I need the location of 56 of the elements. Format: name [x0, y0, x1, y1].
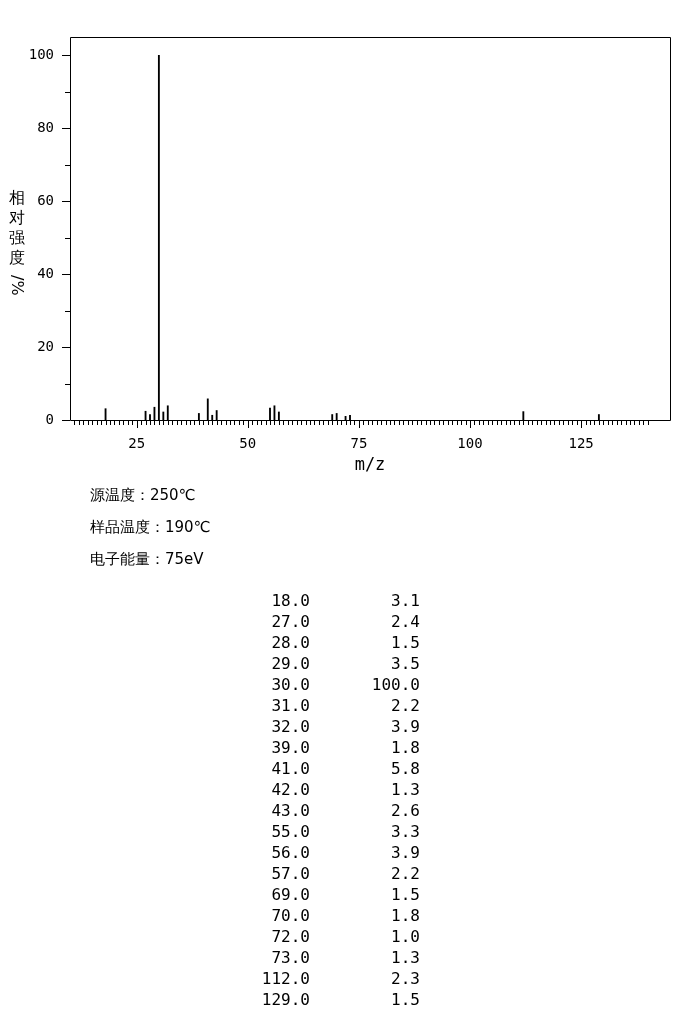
text: 57.0 — [270, 864, 310, 885]
text: 1.3 — [390, 780, 420, 801]
text: 3.9 — [390, 717, 420, 738]
text: 1.5 — [390, 633, 420, 654]
text: 3.1 — [390, 591, 420, 612]
text: 2.2 — [390, 696, 420, 717]
text: 1.8 — [390, 738, 420, 759]
text: 70.0 — [270, 906, 310, 927]
text: 69.0 — [270, 885, 310, 906]
y-tick-label: 80 — [37, 118, 54, 135]
text: 41.0 — [270, 759, 310, 780]
text: 1.8 — [390, 906, 420, 927]
x-axis-title: m/z — [354, 454, 386, 475]
text: 3.9 — [390, 843, 420, 864]
text: 1.5 — [390, 990, 420, 1011]
x-tick-label: 75 — [350, 435, 368, 452]
y-tick-label: 0 — [45, 410, 54, 427]
text: 30.0 — [270, 675, 310, 696]
y-tick-label: 60 — [37, 191, 54, 208]
y-tick-label: 20 — [37, 337, 54, 354]
text: 1.5 — [390, 885, 420, 906]
text: 2.6 — [390, 801, 420, 822]
text: 42.0 — [270, 780, 310, 801]
x-tick-label: 100 — [457, 435, 483, 452]
text: 源温度：250℃ — [90, 486, 197, 506]
text: 43.0 — [270, 801, 310, 822]
text: 样品温度：190℃ — [90, 518, 211, 538]
y-tick-label: 100 — [28, 45, 54, 62]
text: 28.0 — [270, 633, 310, 654]
text: 129.0 — [260, 990, 310, 1011]
text: 2.2 — [390, 864, 420, 885]
text: 3.3 — [390, 822, 420, 843]
text: 5.8 — [390, 759, 420, 780]
text: 31.0 — [270, 696, 310, 717]
x-tick-label: 125 — [568, 435, 594, 452]
text: 55.0 — [270, 822, 310, 843]
text: 电子能量：75eV — [90, 550, 205, 570]
text: 2.3 — [390, 969, 420, 990]
text: 56.0 — [270, 843, 310, 864]
text: 112.0 — [260, 969, 310, 990]
y-tick-label: 40 — [37, 264, 54, 281]
text: 3.5 — [390, 654, 420, 675]
text: 1.0 — [390, 927, 420, 948]
text: 18.0 — [270, 591, 310, 612]
text: 73.0 — [270, 948, 310, 969]
text: 2.4 — [390, 612, 420, 633]
text: 29.0 — [270, 654, 310, 675]
text: 27.0 — [270, 612, 310, 633]
x-tick-label: 25 — [128, 435, 146, 452]
x-tick-label: 50 — [239, 435, 257, 452]
text: 1.3 — [390, 948, 420, 969]
text: 72.0 — [270, 927, 310, 948]
text: 100.0 — [370, 675, 420, 696]
text: 32.0 — [270, 717, 310, 738]
text: 39.0 — [270, 738, 310, 759]
y-axis-title: 相对强度/% — [7, 188, 27, 296]
